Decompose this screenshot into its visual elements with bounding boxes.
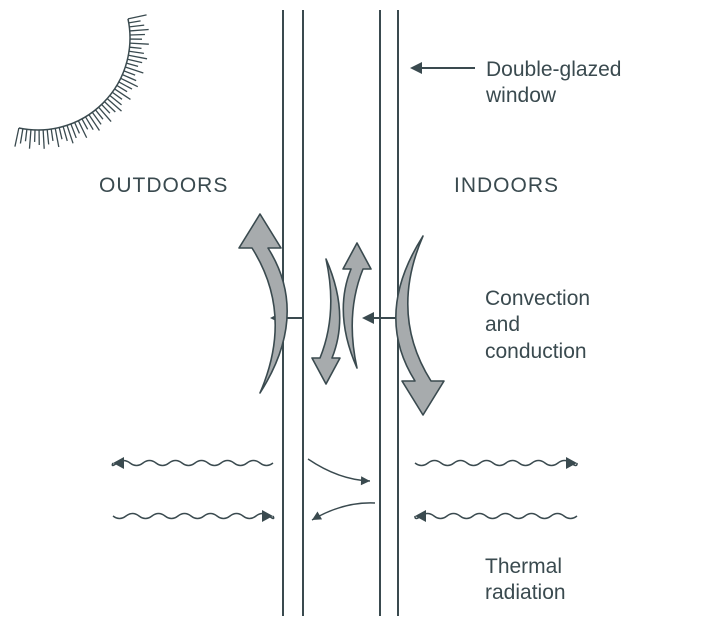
radiation-arrow [113,510,274,522]
convection-arrow-gap-up [343,243,371,368]
label-double-glazed: Double-glazed window [486,57,621,110]
label-outdoors: OUTDOORS [99,173,228,199]
label-indoors: INDOORS [454,173,559,199]
radiation-arrow [415,457,577,469]
label-thermal-radiation: Thermal radiation [485,554,566,607]
convection-arrow-outdoor [239,214,287,393]
radiation-reflection [312,503,375,520]
radiation-reflection [308,459,370,485]
convection-arrow-indoor [396,236,444,415]
radiation-arrow [415,510,577,522]
sun-icon [15,15,149,149]
pointer-double-glazed [410,62,475,74]
radiation-arrow [112,457,273,469]
convection-arrow-gap-down [312,259,340,384]
label-convection-conduction: Convection and conduction [485,286,590,365]
